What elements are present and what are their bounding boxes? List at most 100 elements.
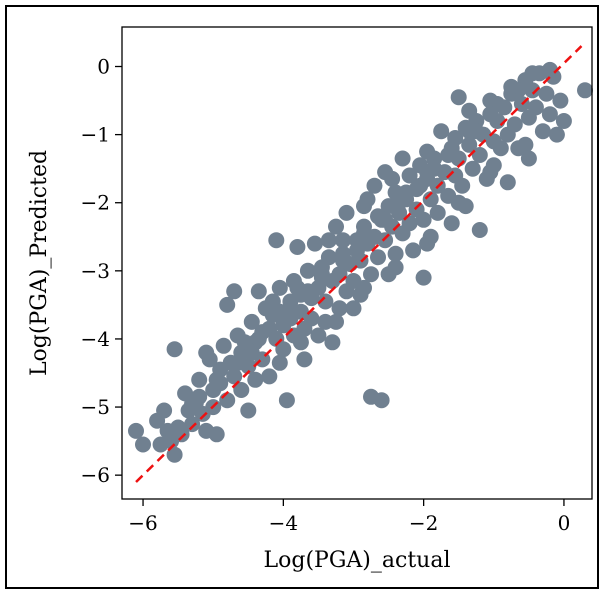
data-point (454, 177, 471, 194)
data-point (366, 177, 383, 194)
data-point (534, 123, 551, 140)
data-point (166, 446, 183, 463)
data-point (313, 269, 330, 286)
data-point (387, 245, 404, 262)
data-point (412, 177, 429, 194)
x-tick-label: −4 (269, 511, 298, 535)
data-point (401, 215, 418, 232)
data-point (555, 113, 572, 129)
data-point (173, 426, 190, 443)
data-point (548, 126, 565, 143)
data-point (156, 402, 173, 419)
data-point (233, 382, 250, 398)
points-layer (128, 61, 593, 463)
data-point (226, 283, 243, 300)
data-point (387, 259, 404, 276)
data-point (461, 102, 478, 119)
data-point (524, 65, 541, 82)
data-point (328, 313, 344, 330)
data-point (201, 351, 218, 368)
data-point (324, 334, 341, 351)
data-point (240, 402, 257, 419)
data-point (317, 293, 334, 310)
data-point (356, 279, 372, 296)
data-point (275, 341, 292, 358)
data-point (208, 426, 225, 443)
data-point (577, 82, 593, 99)
data-point (370, 249, 386, 266)
y-tick-label: −2 (81, 191, 110, 215)
data-point (243, 344, 260, 361)
data-point (338, 204, 355, 221)
data-point (429, 204, 446, 221)
data-point (552, 92, 569, 109)
data-point (482, 106, 499, 123)
data-point (419, 143, 436, 160)
data-point (447, 130, 464, 146)
y-tick-label: −4 (81, 327, 110, 351)
y-tick-label: −3 (81, 259, 110, 283)
data-point (415, 211, 432, 228)
data-point (450, 194, 467, 211)
data-point (285, 273, 302, 289)
data-point (401, 167, 418, 184)
data-point (349, 242, 365, 259)
data-point (461, 123, 478, 140)
data-point (335, 252, 351, 269)
data-point (271, 303, 288, 320)
data-point (524, 82, 541, 99)
data-point (440, 147, 457, 163)
data-point (538, 85, 555, 102)
data-point (135, 436, 151, 453)
data-point (187, 395, 204, 412)
data-point (243, 313, 260, 330)
data-point (320, 249, 337, 266)
data-point (328, 218, 344, 235)
data-point (377, 232, 394, 249)
data-point (219, 296, 236, 313)
data-point (422, 191, 439, 208)
y-tick-label: 0 (97, 55, 110, 79)
data-point (166, 341, 183, 358)
data-point (499, 174, 516, 191)
data-point (289, 239, 306, 255)
x-tick-label: −6 (128, 511, 157, 535)
data-point (541, 106, 558, 123)
data-point (292, 334, 309, 351)
data-point (471, 222, 488, 238)
data-point (461, 136, 478, 153)
data-point (268, 232, 285, 249)
y-tick-label: −5 (81, 395, 110, 419)
x-tick-label: −2 (409, 511, 438, 535)
y-axis-label: Log(PGA)_Predicted (27, 150, 52, 376)
data-point (373, 392, 390, 409)
data-point (482, 164, 499, 181)
data-point (506, 116, 523, 133)
data-point (331, 300, 348, 317)
data-point (527, 99, 544, 116)
data-point (384, 170, 401, 187)
data-point (128, 422, 144, 439)
data-point (345, 300, 362, 317)
data-point (184, 416, 201, 433)
data-point (443, 215, 460, 232)
data-point (464, 160, 481, 177)
data-point (492, 140, 509, 157)
plot-area-border (121, 26, 593, 500)
y-tick-label: −1 (81, 123, 110, 147)
data-point (191, 371, 208, 388)
data-point (433, 123, 450, 140)
data-point (335, 232, 351, 249)
data-point (405, 242, 422, 259)
data-point (310, 327, 327, 344)
data-point (415, 269, 432, 286)
data-point (229, 354, 246, 371)
x-axis-ticks: −6 −4 −2 0 (128, 499, 570, 535)
x-axis-label: Log(PGA)_actual (264, 548, 451, 573)
data-point (299, 262, 316, 279)
data-point (398, 184, 415, 201)
data-point (306, 235, 323, 252)
data-point (303, 310, 320, 327)
data-point (450, 89, 467, 106)
